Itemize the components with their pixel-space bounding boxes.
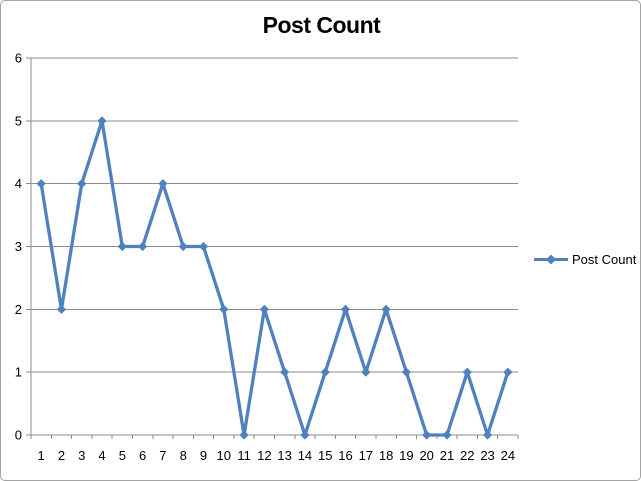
x-axis-label: 11 — [237, 448, 251, 463]
x-axis-label: 13 — [277, 448, 291, 463]
x-axis-label: 10 — [217, 448, 231, 463]
data-point-marker — [503, 367, 513, 377]
x-axis-label: 2 — [58, 448, 65, 463]
legend: Post Count — [534, 251, 636, 267]
data-point-marker — [320, 367, 330, 377]
x-axis-label: 17 — [359, 448, 373, 463]
x-axis-label: 16 — [338, 448, 352, 463]
x-axis-label: 19 — [399, 448, 413, 463]
data-point-marker — [361, 367, 371, 377]
data-point-marker — [280, 367, 290, 377]
legend-line-marker-icon — [534, 254, 568, 264]
data-point-marker — [77, 179, 87, 189]
x-axis-label: 8 — [180, 448, 187, 463]
y-axis-label: 0 — [15, 428, 22, 443]
data-point-marker — [442, 430, 452, 440]
x-axis-label: 6 — [139, 448, 146, 463]
data-point-marker — [300, 430, 310, 440]
data-point-marker — [401, 367, 411, 377]
x-axis-label: 12 — [257, 448, 271, 463]
data-point-marker — [117, 241, 127, 252]
data-point-marker — [462, 367, 472, 377]
y-axis-label: 3 — [15, 239, 22, 254]
x-axis-label: 15 — [318, 448, 332, 463]
x-axis-label: 3 — [78, 448, 85, 463]
data-point-marker — [36, 179, 46, 189]
y-axis-label: 2 — [15, 302, 22, 317]
series-line — [39, 119, 510, 437]
y-axis-label: 4 — [15, 176, 22, 191]
x-axis-label: 23 — [480, 448, 494, 463]
data-point-marker — [340, 304, 351, 314]
x-axis-label: 14 — [298, 448, 312, 463]
x-axis-label: 1 — [38, 448, 45, 463]
data-point-marker — [482, 430, 493, 440]
x-axis-label: 18 — [379, 448, 393, 463]
chart-title: Post Count — [262, 12, 381, 38]
x-axis-label: 24 — [501, 448, 515, 463]
legend-label: Post Count — [572, 251, 637, 267]
data-point-marker — [381, 304, 391, 314]
data-point-marker — [158, 179, 168, 189]
data-point-marker — [219, 304, 229, 314]
x-axis-label: 20 — [419, 448, 433, 463]
data-point-marker — [259, 304, 269, 314]
data-point-marker — [178, 241, 188, 252]
x-axis-label: 5 — [119, 448, 126, 463]
data-point-marker — [239, 430, 249, 440]
data-point-marker — [422, 430, 432, 440]
data-point-marker — [56, 304, 67, 314]
x-axis-label: 21 — [440, 448, 454, 463]
x-axis-label: 22 — [460, 448, 474, 463]
y-axis-label: 1 — [15, 365, 22, 380]
data-point-marker — [97, 116, 107, 126]
data-point-marker — [198, 241, 209, 252]
y-axis-label: 5 — [15, 113, 22, 128]
x-axis-label: 9 — [200, 448, 207, 463]
x-axis-label: 4 — [98, 448, 105, 463]
data-point-marker — [138, 241, 148, 252]
y-axis-label: 6 — [15, 51, 22, 66]
x-axis-label: 7 — [159, 448, 166, 463]
